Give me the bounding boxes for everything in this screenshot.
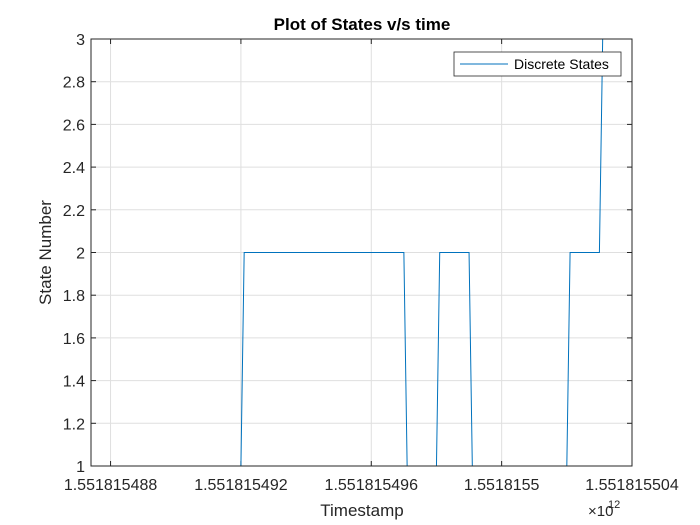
x-tick-label: 1.5518155 — [464, 477, 540, 494]
y-tick-label: 1.4 — [63, 374, 85, 391]
x-tick-label: 1.551815496 — [325, 477, 419, 494]
chart-title: Plot of States v/s time — [274, 15, 451, 34]
y-tick-label: 2.4 — [63, 160, 85, 177]
y-tick-label: 1.6 — [63, 331, 85, 348]
x-tick-label: 1.551815488 — [64, 477, 158, 494]
x-tick-label: 1.551815492 — [194, 477, 288, 494]
data-point — [569, 252, 570, 253]
series-line-discrete-states — [94, 38, 632, 467]
y-tick-label: 2.8 — [63, 75, 85, 92]
y-tick-label: 3 — [76, 32, 85, 49]
x-exponent: ×10 12 — [588, 499, 620, 520]
axes-box — [90, 38, 633, 467]
y-axis-label: State Number — [36, 200, 55, 305]
y-tick-label: 1.8 — [63, 288, 85, 305]
y-tick-label: 2 — [76, 246, 85, 263]
y-tick-label: 2.6 — [63, 117, 85, 134]
data-point — [468, 252, 469, 253]
x-exponent-power: 12 — [608, 499, 620, 511]
y-tick-labels: 1 1.2 1.4 1.6 1.8 2 2.2 2.4 2.6 2.8 3 — [63, 32, 85, 476]
x-tick-labels: 1.551815488 1.551815492 1.551815496 1.55181… — [64, 477, 679, 494]
series-layer — [94, 38, 632, 467]
legend-label-discrete-states: Discrete States — [514, 56, 609, 72]
y-tick-label: 1.2 — [63, 416, 85, 433]
data-point — [599, 252, 600, 253]
y-tick-label: 1 — [76, 459, 85, 476]
data-point — [403, 252, 404, 253]
legend: Discrete States — [453, 51, 622, 77]
x-tick-label: 1.551815504 — [585, 477, 679, 494]
data-point — [244, 252, 245, 253]
x-axis-label: Timestamp — [320, 501, 403, 520]
data-point — [439, 252, 440, 253]
y-tick-label: 2.2 — [63, 203, 85, 220]
x-exponent-base: ×10 — [588, 503, 613, 520]
